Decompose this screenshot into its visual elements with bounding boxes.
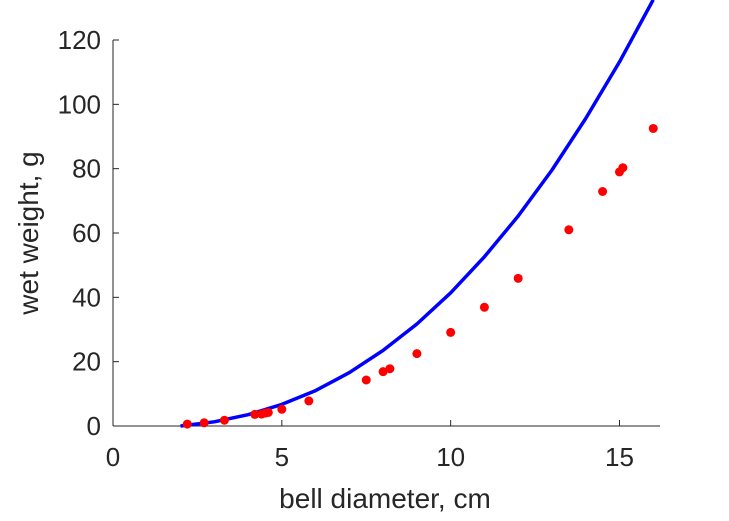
x-axis-tick-labels: 0 5 10 15 [106,442,634,472]
data-point [277,404,287,414]
fit-curve [180,0,655,428]
data-point [648,123,658,133]
data-point [513,273,523,283]
y-tick-label: 20 [72,347,101,377]
y-tick-label: 60 [72,218,101,248]
data-point [446,327,456,337]
data-point [361,375,371,385]
data-point [385,364,395,374]
data-point [263,407,273,417]
data-point [250,409,260,419]
x-tick-label: 5 [275,442,289,472]
data-point [378,367,388,377]
data-point [412,349,422,359]
x-tick-label: 0 [106,442,120,472]
data-point [618,163,628,173]
y-tick-label: 80 [72,154,101,184]
y-tick-label: 120 [58,25,101,55]
data-point [564,225,574,235]
data-point [219,415,229,425]
y-tick-label: 0 [87,411,101,441]
data-point [199,418,209,428]
y-axis-ticks [113,39,119,427]
y-tick-label: 40 [72,282,101,312]
x-axis-title: bell diameter, cm [279,483,491,514]
y-axis-tick-labels: 0 20 40 60 80 100 120 [58,25,101,441]
x-tick-label: 10 [436,442,465,472]
data-point [598,187,608,197]
series-layer [180,0,658,429]
y-tick-label: 100 [58,89,101,119]
y-axis-title: wet weight, g [13,151,44,315]
data-point [479,302,489,312]
data-point [304,396,314,406]
x-tick-label: 15 [605,442,634,472]
data-point [182,419,192,429]
